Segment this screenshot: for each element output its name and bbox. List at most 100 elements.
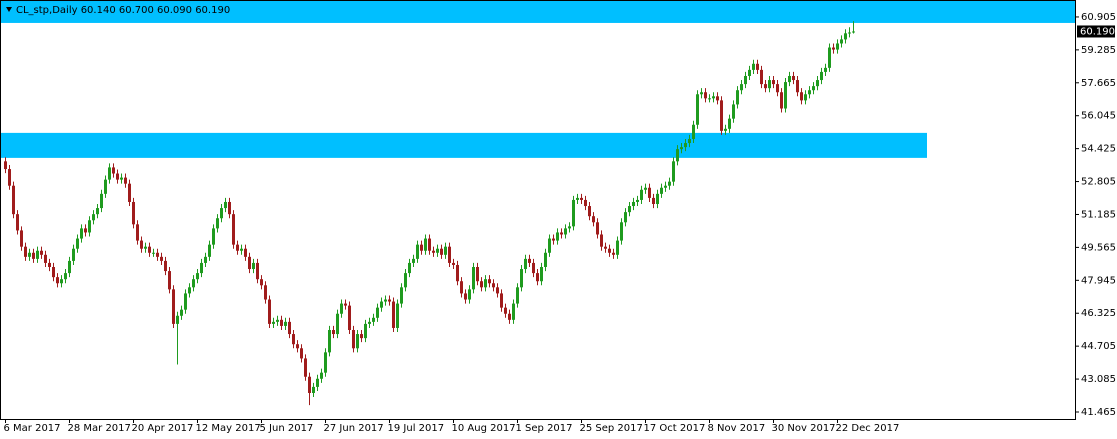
candle-body — [392, 301, 395, 328]
candle-body — [152, 252, 155, 254]
candle-body — [116, 173, 119, 180]
candle-body — [468, 289, 471, 300]
candle-body — [744, 75, 747, 85]
candle-body — [400, 287, 403, 304]
candle-body — [804, 94, 807, 101]
candle-body — [760, 69, 763, 85]
y-tick-label: 51.185 — [1081, 209, 1116, 220]
x-tick-label: 30 Nov 2017 — [772, 423, 836, 434]
candle-body — [560, 232, 563, 235]
candle-body — [516, 287, 519, 304]
candle-body — [24, 246, 27, 257]
candle-body — [788, 75, 791, 83]
candle-body — [188, 287, 191, 294]
candle-body — [716, 96, 719, 101]
candle-body — [588, 206, 591, 217]
candle-body — [252, 262, 255, 270]
candle-body — [156, 252, 159, 257]
candle-body — [328, 329, 331, 353]
candle-body — [308, 376, 311, 393]
candle-body — [476, 267, 479, 282]
candle-body — [292, 334, 295, 345]
candle-body — [148, 246, 151, 253]
zone — [1, 132, 927, 158]
candle-body — [484, 279, 487, 288]
candle-body — [336, 313, 339, 335]
y-tick-label: 46.325 — [1081, 308, 1116, 319]
candle-body — [284, 321, 287, 326]
candle-body — [100, 193, 103, 209]
candle-body — [512, 303, 515, 320]
candle-body — [652, 197, 655, 205]
candle-body — [808, 90, 811, 95]
candle-body — [756, 63, 759, 70]
candle-body — [620, 222, 623, 241]
candle-body — [544, 252, 547, 267]
candle-body — [144, 246, 147, 249]
x-tick-label: 22 Dec 2017 — [836, 423, 900, 434]
candle-body — [124, 177, 127, 184]
candle-body — [508, 313, 511, 320]
candle-body — [784, 82, 787, 109]
candle-body — [440, 248, 443, 255]
candle-body — [644, 187, 647, 190]
candle-body — [60, 279, 63, 284]
candle-body — [692, 124, 695, 139]
candle-body — [200, 262, 203, 274]
x-tick-label: 8 Nov 2017 — [708, 423, 766, 434]
candle-body — [92, 214, 95, 221]
candle-body — [20, 230, 23, 247]
candle-body — [268, 299, 271, 324]
candle-body — [256, 262, 259, 280]
candle-body — [628, 206, 631, 213]
x-tick-label: 20 Apr 2017 — [132, 423, 194, 434]
candle-body — [52, 267, 55, 278]
candle-body — [640, 189, 643, 200]
candle-body — [84, 228, 87, 233]
candle-body — [504, 307, 507, 314]
x-tick-label: 25 Sep 2017 — [580, 423, 643, 434]
candle-body — [568, 226, 571, 229]
candle-body — [776, 84, 779, 93]
candle-body — [396, 303, 399, 328]
candle-body — [520, 269, 523, 288]
candle-body — [444, 246, 447, 255]
candle-body — [276, 319, 279, 322]
candle-body — [360, 334, 363, 339]
candle-body — [172, 289, 175, 324]
candle-body — [412, 258, 415, 263]
candle-body — [32, 252, 35, 259]
price-label: 60.190 — [1080, 26, 1115, 37]
y-tick-label: 60.905 — [1081, 12, 1116, 23]
candle-body — [676, 149, 679, 162]
candle-body — [272, 321, 275, 324]
candle-body — [236, 244, 239, 251]
candle-body — [600, 234, 603, 247]
chart-title: CL_stp,Daily 60.140 60.700 60.090 60.190 — [16, 5, 230, 16]
candle-body — [120, 177, 123, 180]
candle-body — [488, 279, 491, 284]
candle-body — [384, 299, 387, 302]
candle-body — [204, 256, 207, 263]
y-tick-label: 56.045 — [1081, 111, 1116, 122]
candle-body — [128, 183, 131, 202]
candle-body — [480, 281, 483, 288]
candle-body — [636, 199, 639, 202]
candle-body — [176, 315, 179, 324]
candle-body — [832, 47, 835, 50]
y-tick-label: 43.085 — [1081, 374, 1116, 385]
candle-body — [68, 260, 71, 274]
candle-body — [592, 216, 595, 223]
candle-body — [696, 94, 699, 125]
x-tick-label: 17 Oct 2017 — [644, 423, 706, 434]
candle-body — [12, 185, 15, 215]
title-marker — [6, 7, 12, 12]
y-tick-label: 54.425 — [1081, 144, 1116, 155]
zone — [1, 1, 1075, 23]
x-tick-label: 28 Mar 2017 — [68, 423, 131, 434]
candle-body — [340, 303, 343, 314]
candle-body — [136, 224, 139, 241]
candle-body — [376, 307, 379, 318]
